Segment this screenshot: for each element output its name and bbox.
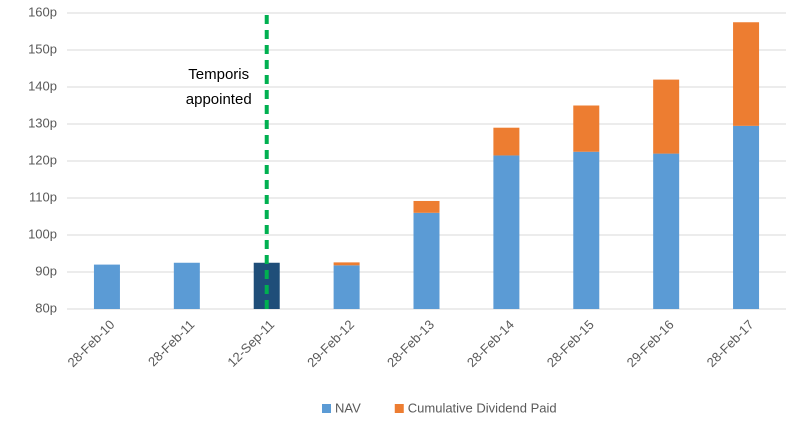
- bar-segment: [93, 264, 120, 309]
- bar-segment: [173, 262, 200, 309]
- y-tick-label: 80p: [35, 300, 57, 315]
- y-tick-label: 90p: [35, 263, 57, 278]
- y-tick-label: 140p: [28, 78, 57, 93]
- x-tick-label: 28-Feb-14: [464, 317, 517, 370]
- bar-segment: [413, 212, 440, 309]
- x-tick-label: 28-Feb-13: [384, 317, 437, 370]
- bar-segment: [493, 155, 520, 309]
- bar-segment: [733, 22, 760, 126]
- y-tick-label: 160p: [28, 4, 57, 19]
- x-tick-label: 28-Feb-17: [704, 317, 757, 370]
- annotation-text: Temporis: [188, 66, 249, 83]
- x-tick-label: 28-Feb-10: [64, 317, 117, 370]
- bar-segment: [333, 262, 360, 266]
- x-tick-label: 29-Feb-12: [304, 317, 357, 370]
- annotation-text: appointed: [186, 91, 252, 108]
- bar-segment: [413, 200, 440, 213]
- bar-segment: [733, 125, 760, 309]
- bar-segment: [333, 265, 360, 309]
- y-tick-label: 130p: [28, 115, 57, 130]
- y-tick-label: 100p: [28, 226, 57, 241]
- x-tick-label: 28-Feb-11: [145, 317, 197, 369]
- legend-swatch: [394, 404, 404, 413]
- x-tick-label: 29-Feb-16: [624, 317, 677, 370]
- bar-segment: [573, 151, 600, 309]
- legend-label: NAV: [335, 400, 361, 415]
- legend-swatch: [322, 404, 331, 413]
- x-tick-label: 12-Sep-11: [224, 317, 277, 370]
- x-tick-label: 28-Feb-15: [544, 317, 597, 370]
- legend-label: Cumulative Dividend Paid: [408, 400, 557, 415]
- bar-segment: [573, 105, 600, 152]
- bar-segment: [653, 153, 680, 309]
- bar-segment: [493, 127, 520, 156]
- y-tick-label: 110p: [29, 189, 57, 204]
- bar-segment: [653, 79, 680, 154]
- y-tick-label: 120p: [28, 152, 57, 167]
- y-tick-label: 150p: [28, 41, 57, 56]
